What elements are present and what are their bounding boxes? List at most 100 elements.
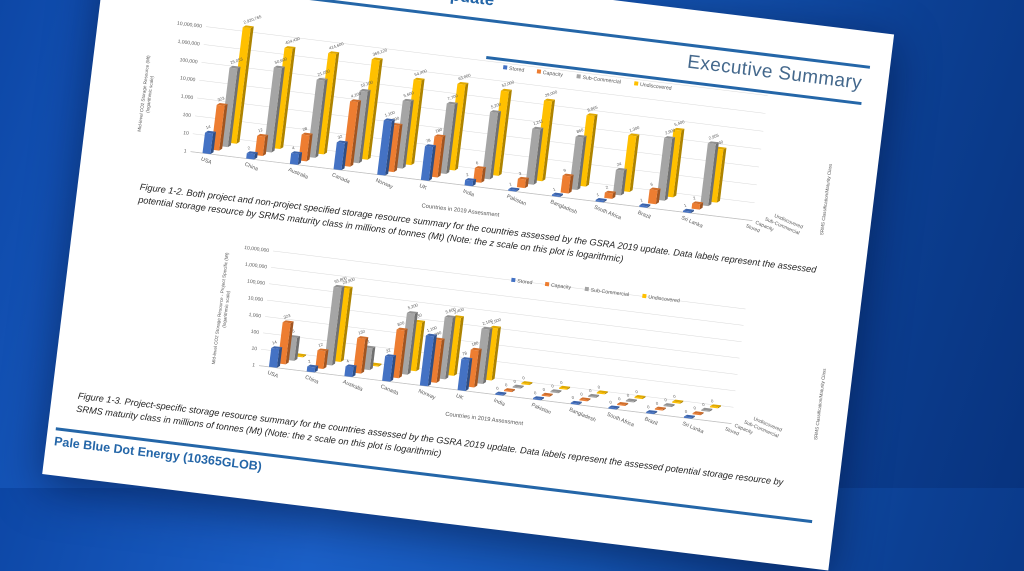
svg-text:3,400: 3,400: [453, 306, 465, 314]
svg-text:0: 0: [597, 384, 601, 390]
svg-text:78: 78: [425, 137, 432, 143]
svg-text:Canada: Canada: [379, 384, 399, 397]
svg-text:Stored: Stored: [724, 426, 740, 437]
svg-text:(logarithmic scale): (logarithmic scale): [145, 75, 155, 113]
svg-text:10,000,000: 10,000,000: [244, 245, 270, 254]
svg-text:21: 21: [365, 339, 372, 345]
svg-text:0: 0: [542, 386, 546, 392]
svg-text:0: 0: [693, 405, 697, 411]
svg-text:4: 4: [346, 358, 350, 364]
svg-text:10,000,000: 10,000,000: [177, 21, 203, 30]
svg-text:21,050: 21,050: [317, 68, 331, 77]
svg-text:Pakistan: Pakistan: [506, 194, 527, 208]
svg-text:25: 25: [289, 328, 296, 334]
svg-text:0: 0: [504, 382, 508, 388]
svg-text:2,900: 2,900: [664, 127, 676, 135]
svg-text:8,865: 8,865: [587, 104, 599, 112]
svg-text:130: 130: [357, 328, 366, 335]
svg-text:25,053: 25,053: [230, 56, 244, 65]
svg-text:1: 1: [552, 186, 556, 192]
svg-text:Stored: Stored: [745, 223, 761, 234]
svg-text:0: 0: [664, 397, 668, 403]
svg-text:0: 0: [646, 404, 650, 410]
svg-text:Bangladesh: Bangladesh: [568, 407, 597, 424]
svg-text:14: 14: [205, 124, 212, 130]
svg-text:4,100: 4,100: [350, 90, 362, 98]
svg-text:820: 820: [397, 320, 406, 327]
svg-text:Sri Lanka: Sri Lanka: [681, 421, 704, 435]
svg-text:0: 0: [522, 375, 526, 381]
svg-text:0: 0: [559, 380, 563, 386]
figure-1-2-chart-canvas: 1 10 100 1,000 10,000 100,000 1,000,000 10,000,…: [137, 14, 833, 237]
svg-text:3: 3: [518, 171, 522, 177]
svg-text:940: 940: [716, 139, 725, 146]
svg-text:USA: USA: [200, 156, 213, 166]
svg-text:2,100: 2,100: [482, 318, 494, 326]
document-page: Assessment – 2019 Update Executive Summa…: [42, 0, 895, 571]
svg-text:0: 0: [672, 393, 676, 399]
svg-text:4: 4: [291, 145, 295, 151]
svg-text:0: 0: [533, 390, 537, 396]
svg-text:9: 9: [563, 167, 567, 173]
svg-text:0: 0: [513, 378, 517, 384]
svg-text:5,600: 5,600: [445, 306, 457, 314]
svg-text:5,200: 5,200: [407, 302, 419, 310]
svg-text:USA: USA: [266, 370, 279, 380]
svg-text:0: 0: [684, 408, 688, 414]
svg-text:10,000: 10,000: [180, 75, 196, 83]
svg-text:1: 1: [683, 203, 687, 209]
svg-text:390: 390: [392, 115, 401, 122]
svg-text:12: 12: [257, 127, 264, 133]
svg-text:180: 180: [435, 127, 444, 134]
desktop-background: { "document": { "title_fragment": "Asses…: [0, 0, 1024, 523]
svg-text:54,400: 54,400: [414, 68, 428, 77]
svg-text:0: 0: [551, 383, 555, 389]
svg-text:South Africa: South Africa: [606, 412, 635, 429]
svg-text:32: 32: [337, 133, 344, 139]
svg-text:1,300: 1,300: [629, 125, 641, 133]
svg-text:5,600: 5,600: [403, 90, 415, 98]
svg-text:Capacity: Capacity: [542, 70, 563, 78]
svg-text:2: 2: [692, 195, 696, 201]
svg-text:10: 10: [183, 130, 189, 137]
svg-text:404,430: 404,430: [285, 36, 302, 46]
svg-text:(logarithmic scale): (logarithmic scale): [221, 290, 231, 328]
svg-text:South Africa: South Africa: [593, 205, 622, 222]
svg-text:Stored: Stored: [509, 66, 525, 74]
svg-text:0: 0: [571, 395, 575, 401]
svg-text:1,100: 1,100: [384, 109, 396, 117]
svg-text:180: 180: [471, 340, 480, 347]
svg-text:Brazil: Brazil: [637, 210, 652, 221]
svg-text:50,600: 50,600: [274, 56, 288, 65]
svg-text:2: 2: [307, 358, 311, 364]
svg-text:1: 1: [640, 197, 644, 203]
svg-text:32: 32: [385, 347, 392, 353]
svg-text:28: 28: [302, 126, 309, 132]
svg-text:1,000,000: 1,000,000: [177, 39, 200, 48]
figure-1-3-chart: 1 10 100 1,000 10,000 100,000 1,000,000 10,000,…: [194, 221, 839, 478]
svg-text:0: 0: [635, 389, 639, 395]
svg-text:860: 860: [576, 127, 585, 134]
svg-text:Canada: Canada: [331, 172, 351, 185]
svg-text:390: 390: [434, 330, 443, 337]
svg-text:5,400: 5,400: [674, 119, 686, 127]
svg-text:369,120: 369,120: [372, 47, 389, 57]
svg-text:100: 100: [250, 329, 259, 336]
svg-text:1: 1: [183, 148, 187, 154]
svg-text:6: 6: [475, 160, 479, 166]
svg-text:1,000: 1,000: [248, 312, 261, 320]
svg-text:Norway: Norway: [375, 178, 394, 191]
svg-text:5,200: 5,200: [490, 101, 502, 109]
svg-text:UK: UK: [455, 393, 465, 402]
svg-text:Australia: Australia: [342, 379, 364, 393]
svg-text:29,900: 29,900: [342, 276, 356, 285]
svg-text:Sri Lanka: Sri Lanka: [680, 215, 703, 229]
svg-text:Stored: Stored: [517, 278, 533, 286]
svg-text:55,800: 55,800: [334, 275, 348, 284]
svg-text:6: 6: [650, 181, 654, 187]
svg-text:Bangladesh: Bangladesh: [549, 199, 578, 216]
svg-text:100: 100: [182, 112, 191, 119]
svg-text:Countries in 2019 Assessment: Countries in 2019 Assessment: [445, 412, 524, 428]
svg-text:63,000: 63,000: [458, 72, 472, 81]
svg-text:1,211: 1,211: [532, 118, 544, 126]
